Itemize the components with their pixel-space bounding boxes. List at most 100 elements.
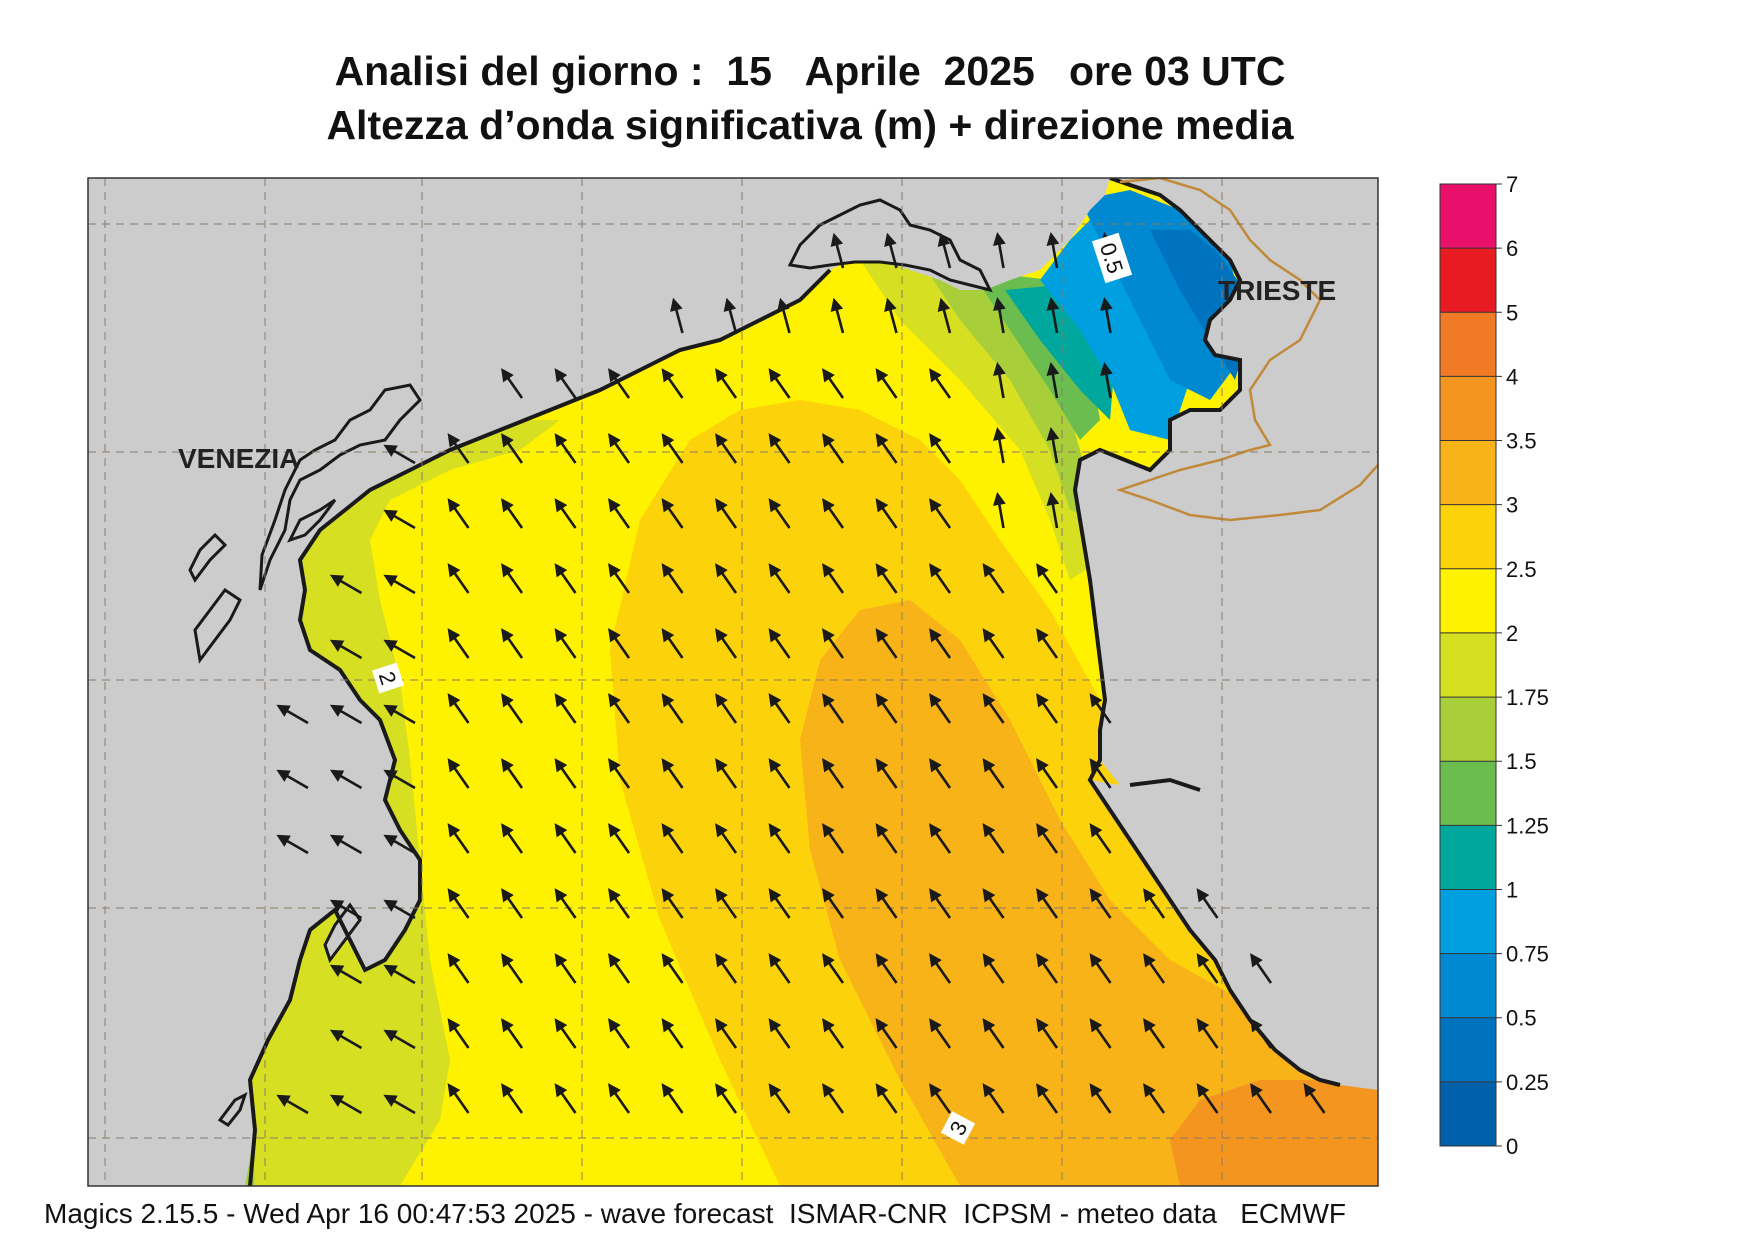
direction-arrow [993, 362, 1006, 399]
direction-arrow [768, 758, 791, 789]
direction-arrow [768, 433, 791, 464]
contour-label-3: 3 [940, 1111, 976, 1145]
direction-arrow [501, 888, 524, 919]
direction-arrow [1196, 888, 1219, 919]
legend-tick-label: 7 [1506, 172, 1518, 197]
direction-arrow [822, 953, 845, 984]
direction-arrow [822, 433, 845, 464]
direction-arrow [715, 1018, 738, 1049]
direction-arrow [1089, 888, 1112, 919]
direction-arrow [329, 964, 363, 985]
direction-arrow [554, 953, 577, 984]
legend-tick-label: 1.5 [1506, 749, 1537, 774]
legend-swatch [1440, 761, 1496, 826]
direction-arrow [1143, 1083, 1166, 1114]
direction-arrow [929, 368, 952, 399]
direction-arrow [501, 1083, 524, 1114]
contour-label-2: 2 [371, 662, 405, 694]
direction-arrow [1036, 693, 1059, 724]
footer-credits: Magics 2.15.5 - Wed Apr 16 00:47:53 2025… [44, 1198, 1346, 1229]
direction-arrow [447, 758, 470, 789]
direction-arrow [830, 232, 845, 269]
direction-arrow [982, 563, 1005, 594]
direction-arrow [768, 628, 791, 659]
direction-arrow [1143, 1018, 1166, 1049]
direction-arrow [822, 758, 845, 789]
direction-arrow [875, 823, 898, 854]
direction-arrow [276, 1094, 309, 1115]
direction-arrow [1046, 297, 1060, 334]
direction-arrow [447, 498, 470, 529]
direction-arrow [661, 888, 684, 919]
direction-arrow [554, 888, 577, 919]
direction-arrow [661, 498, 684, 529]
direction-arrow [993, 232, 1006, 269]
direction-arrow [608, 433, 631, 464]
direction-arrow [1089, 1018, 1112, 1049]
direction-arrow [661, 1018, 684, 1049]
direction-arrow [383, 639, 416, 660]
direction-arrow [884, 297, 898, 334]
legend-tick-label: 6 [1506, 236, 1518, 261]
direction-arrow [608, 693, 631, 724]
direction-arrow [982, 823, 1005, 854]
direction-arrow [608, 368, 631, 399]
band-1.75-2-north [860, 260, 1100, 580]
city-label-trieste: TRIESTE [1218, 275, 1336, 306]
direction-arrow [929, 498, 952, 529]
legend-tick-label: 0.25 [1506, 1070, 1549, 1095]
direction-arrow [447, 1083, 470, 1114]
direction-arrow [1196, 1083, 1219, 1114]
direction-arrow [1196, 953, 1219, 984]
direction-arrow [554, 368, 577, 399]
direction-arrow [501, 953, 524, 984]
direction-arrow [1089, 693, 1112, 724]
direction-arrow [661, 758, 684, 789]
direction-arrow [608, 1083, 631, 1114]
direction-arrow [1089, 758, 1112, 789]
direction-arrow [554, 433, 577, 464]
direction-arrow [982, 1018, 1005, 1049]
band-1.75-2-west [250, 420, 560, 1186]
legend-tick-label: 5 [1506, 300, 1518, 325]
direction-arrow [875, 498, 898, 529]
direction-arrow [875, 953, 898, 984]
legend-swatch [1440, 1017, 1496, 1083]
legend-tick-label: 2.5 [1506, 557, 1537, 582]
direction-arrow [929, 563, 952, 594]
direction-arrow [875, 563, 898, 594]
direction-arrow [661, 368, 684, 399]
direction-arrow [661, 1083, 684, 1114]
direction-arrow [329, 574, 363, 595]
coast-spit [1129, 777, 1201, 792]
direction-arrow [875, 758, 898, 789]
state-border [1116, 178, 1378, 522]
coastline-east [1072, 178, 1341, 1087]
direction-arrow [822, 1018, 845, 1049]
direction-arrow [822, 693, 845, 724]
direction-arrow [383, 704, 416, 725]
legend-tick-label: 3 [1506, 493, 1518, 518]
direction-arrow [1143, 953, 1166, 984]
direction-arrow [929, 888, 952, 919]
direction-arrow [554, 693, 577, 724]
direction-arrow [329, 899, 363, 920]
direction-arrow [768, 563, 791, 594]
legend-tick-label: 0.75 [1506, 942, 1549, 967]
direction-arrow [768, 888, 791, 919]
legend-swatch [1440, 184, 1496, 249]
direction-arrow [1036, 1018, 1059, 1049]
direction-arrow [830, 297, 845, 334]
direction-arrow [329, 1029, 363, 1050]
direction-arrow [1046, 492, 1060, 529]
direction-arrow [1303, 1083, 1326, 1114]
direction-arrow [1100, 362, 1113, 399]
direction-arrow [982, 1083, 1005, 1114]
direction-arrow [822, 563, 845, 594]
direction-arrow [715, 1083, 738, 1114]
legend-swatch [1440, 376, 1496, 442]
direction-arrow [715, 953, 738, 984]
direction-arrow [875, 368, 898, 399]
direction-arrow [608, 888, 631, 919]
direction-arrow [1036, 888, 1059, 919]
